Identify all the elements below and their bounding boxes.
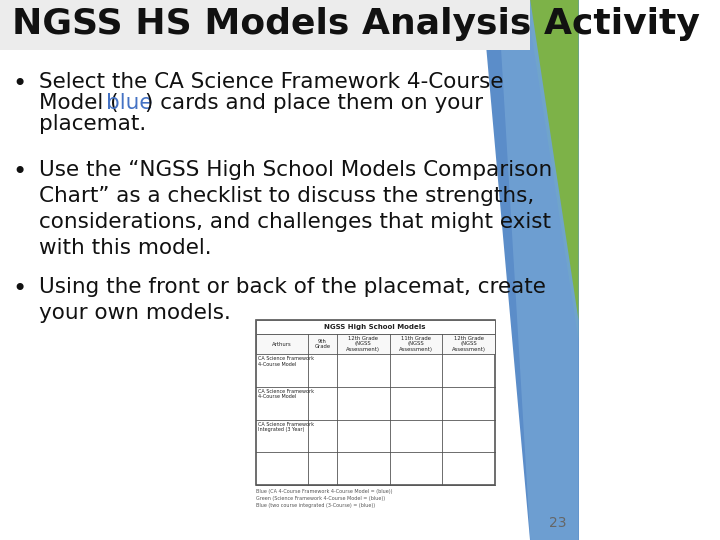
Text: Arthurs: Arthurs (272, 341, 292, 347)
Text: Blue (CA 4-Course Framework 4-Course Model = (blue)): Blue (CA 4-Course Framework 4-Course Mod… (256, 489, 392, 494)
Polygon shape (498, 0, 578, 540)
Text: NGSS High School Models: NGSS High School Models (325, 324, 426, 330)
Text: 11th Grade
(NGSS
Assessment): 11th Grade (NGSS Assessment) (399, 336, 433, 352)
Text: •: • (12, 72, 27, 96)
Text: placemat.: placemat. (39, 114, 146, 134)
Text: CA Science Framework
4-Course Model: CA Science Framework 4-Course Model (258, 356, 314, 367)
Polygon shape (482, 0, 578, 540)
Text: Using the front or back of the placemat, create
your own models.: Using the front or back of the placemat,… (39, 277, 546, 323)
Bar (256, 334, 495, 354)
Text: Use the “NGSS High School Models Comparison
Chart” as a checklist to discuss the: Use the “NGSS High School Models Compari… (39, 160, 552, 258)
Text: 23: 23 (549, 516, 567, 530)
Text: 12th Grade
(NGSS
Assessment): 12th Grade (NGSS Assessment) (451, 336, 485, 352)
Text: Model (: Model ( (39, 93, 118, 113)
Bar (256, 320, 495, 485)
Text: CA Science Framework
Integrated (3 Year): CA Science Framework Integrated (3 Year) (258, 422, 314, 432)
Text: •: • (12, 277, 27, 301)
Text: ) cards and place them on your: ) cards and place them on your (145, 93, 483, 113)
Bar (256, 320, 495, 334)
Polygon shape (518, 0, 578, 320)
Text: 9th
Grade: 9th Grade (315, 339, 330, 349)
Text: Blue (two course integrated (3-Course) = (blue)): Blue (two course integrated (3-Course) =… (256, 503, 374, 508)
Bar (0, 0, 531, 50)
Text: Green (Science Framework 4-Course Model = (blue)): Green (Science Framework 4-Course Model … (256, 496, 384, 501)
Polygon shape (522, 0, 578, 340)
Text: •: • (12, 160, 27, 184)
Text: 12th Grade
(NGSS
Assessment): 12th Grade (NGSS Assessment) (346, 336, 380, 352)
Text: blue: blue (107, 93, 153, 113)
Text: NGSS HS Models Analysis Activity: NGSS HS Models Analysis Activity (12, 7, 700, 41)
Text: Select the CA Science Framework 4-Course: Select the CA Science Framework 4-Course (39, 72, 503, 92)
Text: CA Science Framework
4-Course Model: CA Science Framework 4-Course Model (258, 389, 314, 400)
